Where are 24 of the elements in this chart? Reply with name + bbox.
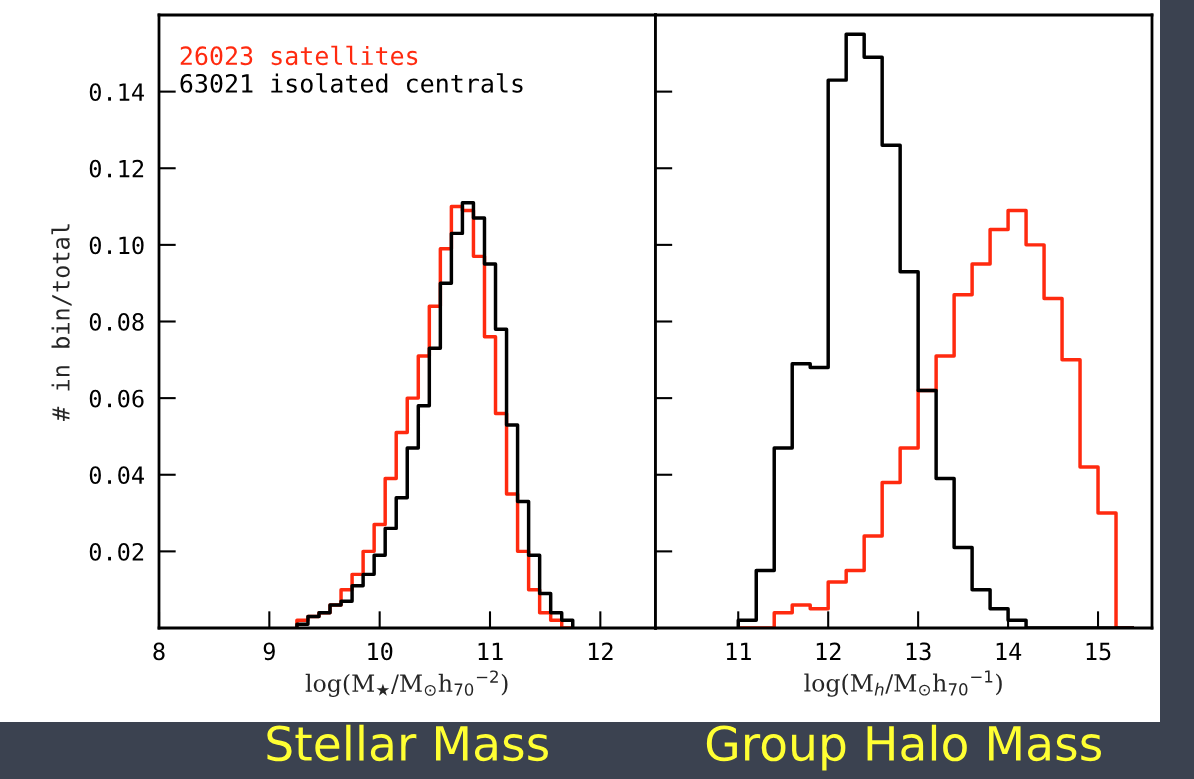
x-tick-label: 15 [1086,642,1111,661]
x-tick-label: 14 [996,642,1022,660]
x-tick-label: 11 [726,642,751,660]
y-tick-label: 0.08 [89,313,144,331]
x-tick-label: 12 [588,642,613,660]
y-tick-label: 0.12 [89,159,144,178]
text: 26023 satellites [180,45,418,66]
x-axis-title: log(M$_{★}$/M$_{⊙}$h$_{70}$$^{−2}$) [305,670,508,697]
x-tick-label: 10 [368,642,393,661]
y-tick-label: 0.14 [89,83,144,101]
y-tick-label: 0.06 [89,389,144,408]
x-tick-label: 12 [816,642,841,660]
x-tick-label: 13 [906,642,931,661]
y-tick-label: 0.02 [89,542,144,561]
y-tick-label: 0.10 [89,236,144,255]
x-tick-label: 11 [478,642,503,660]
text: Group Halo Mass [706,724,1101,771]
y-axis-title: # in bin/total [51,224,72,421]
x-tick-label: 8 [153,642,165,661]
y-tick-label: 0.04 [89,466,144,485]
x-tick-label: 9 [263,642,275,661]
text: Stellar Mass [267,724,548,762]
legend-label: 63021 isolated centrals [180,73,523,93]
x-axis-title: log(M$_{h}$/M$_{⊙}$h$_{70}$$^{−1}$) [804,670,1002,697]
